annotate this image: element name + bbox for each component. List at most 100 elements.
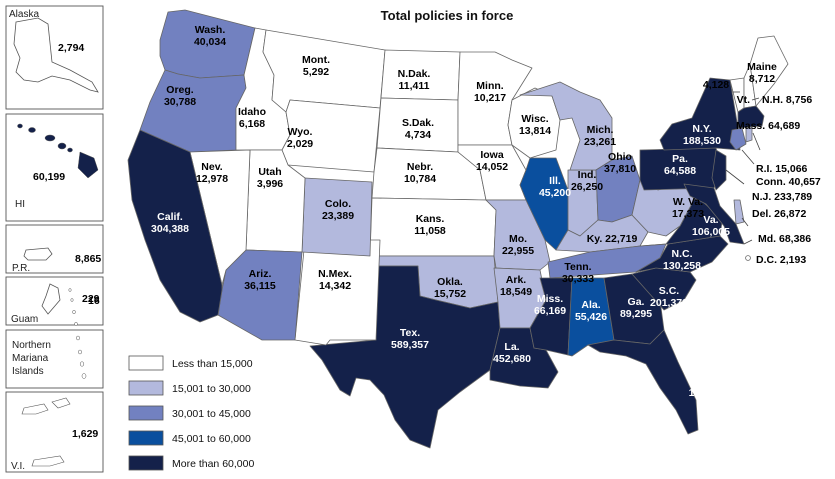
state-name-pa: Pa.: [672, 153, 688, 165]
state-md[interactable]: [683, 183, 745, 245]
legend-label-3: 30,001 to 45,000: [172, 408, 251, 420]
inset-value-virgin-islands: 1,629: [72, 428, 98, 440]
inset-name-mariana-line2: Mariana: [12, 353, 49, 364]
state-name-va: Va.: [703, 214, 718, 226]
state-name-co: Colo.: [325, 198, 351, 210]
state-value-oh: 37,810: [604, 163, 636, 175]
legend-swatch-3: [128, 405, 164, 421]
state-value-il: 45,200: [539, 187, 571, 199]
legend-swatch-5: [128, 455, 164, 471]
state-value-ar: 18,549: [500, 286, 532, 298]
state-name-wy: Wyo.: [288, 126, 313, 138]
state-name-nd: N.Dak.: [398, 68, 431, 80]
inset-shape-virgin-islands[interactable]: [21, 397, 71, 467]
state-ma[interactable]: [737, 105, 765, 129]
inset-value-puerto-rico: 8,865: [75, 253, 101, 265]
state-name-tx: Tex.: [400, 327, 420, 339]
state-de[interactable]: [733, 199, 745, 225]
state-il[interactable]: [519, 157, 569, 251]
inset-value-alaska: 2,794: [58, 42, 84, 54]
legend-swatch-2: [128, 380, 164, 396]
state-label-nh: N.H. 8,756: [762, 94, 812, 106]
state-name-wi: Wisc.: [521, 113, 548, 125]
state-name-sd: S.Dak.: [402, 117, 434, 129]
state-name-nv: Nev.: [201, 161, 222, 173]
legend-swatch-1: [128, 355, 164, 371]
inset-value-hawaii: 60,199: [33, 171, 65, 183]
inset-shape-mariana[interactable]: [68, 288, 87, 379]
state-label-ma: Mass. 64,689: [736, 120, 800, 132]
state-label-ct: Conn. 40,657: [756, 176, 821, 188]
state-name-ut: Utah: [258, 166, 281, 178]
state-value-mt: 5,292: [303, 66, 329, 78]
inset-value-guam: 229: [82, 293, 100, 305]
state-value-nv: 12,978: [196, 173, 228, 185]
state-name-id: Idaho: [238, 106, 266, 118]
state-ny[interactable]: [659, 77, 741, 151]
state-label-nj: N.J. 233,789: [752, 191, 812, 203]
state-value-ne: 10,784: [404, 173, 436, 185]
state-value-mn: 10,217: [474, 92, 506, 104]
state-value-nm: 14,342: [319, 280, 351, 292]
state-name-nc: N.C.: [672, 248, 693, 260]
state-value-id: 6,168: [239, 118, 265, 130]
state-value-sd: 4,734: [405, 129, 431, 141]
legend-label-4: 45,001 to 60,000: [172, 433, 251, 445]
inset-shape-alaska[interactable]: [13, 17, 99, 93]
inset-shape-puerto-rico[interactable]: [23, 247, 53, 261]
state-tx[interactable]: [309, 265, 501, 449]
state-value-mi: 23,261: [584, 136, 616, 148]
state-value-or: 30,788: [164, 96, 196, 108]
state-value-wy: 2,029: [287, 138, 313, 150]
inset-name-hawaii: HI: [15, 199, 25, 210]
state-value-ny: 188,530: [683, 135, 721, 147]
inset-name-mariana-line1: Northern: [12, 340, 51, 351]
state-nj[interactable]: [711, 149, 727, 191]
state-fl[interactable]: [587, 329, 699, 435]
state-name-al: Ala.: [581, 299, 600, 311]
state-name-vt: Vt.: [737, 94, 751, 106]
state-name-sc: S.C.: [659, 285, 680, 297]
inset-shape-guam[interactable]: [41, 283, 61, 315]
state-value-vt: 4,128: [703, 79, 729, 91]
state-nc[interactable]: [635, 235, 729, 273]
inset-shape-hawaii[interactable]: [17, 123, 99, 179]
state-value-la: 452,680: [493, 353, 531, 365]
legend-swatch-4: [128, 430, 164, 446]
state-name-il: Ill.: [549, 175, 561, 187]
legend-label-1: Less than 15,000: [172, 358, 253, 370]
state-value-ia: 14,052: [476, 161, 508, 173]
inset-value-mariana: 16: [88, 295, 100, 307]
state-value-fl: 1,813,592: [689, 387, 736, 399]
state-value-ut: 3,996: [257, 178, 283, 190]
state-name-fl: Fla.: [703, 375, 721, 387]
state-label-md: Md. 68,386: [758, 233, 811, 245]
state-name-mn: Minn.: [476, 80, 503, 92]
state-label-ky: Ky. 22,719: [587, 233, 638, 245]
leader-lines: [725, 91, 761, 245]
state-name-ok: Okla.: [437, 276, 463, 288]
state-tn[interactable]: [547, 243, 667, 279]
state-value-in: 26,250: [571, 181, 603, 193]
state-name-me: Maine: [747, 61, 777, 73]
state-name-la: La.: [504, 341, 519, 353]
state-name-ms: Miss.: [537, 293, 563, 305]
legend-label-5: More than 60,000: [172, 458, 254, 470]
state-dc[interactable]: [745, 255, 751, 261]
state-name-ne: Nebr.: [407, 161, 433, 173]
state-name-az: Ariz.: [249, 268, 272, 280]
state-ct[interactable]: [729, 127, 747, 151]
state-ca[interactable]: [127, 129, 223, 323]
legend-label-2: 15,001 to 30,000: [172, 383, 251, 395]
state-name-wa: Wash.: [195, 24, 226, 36]
state-value-al: 55,426: [575, 311, 607, 323]
state-name-oh: Ohio: [608, 151, 632, 163]
state-name-ca: Calif.: [157, 211, 183, 223]
inset-name-mariana-line3: Islands: [12, 366, 44, 377]
inset-box-puerto-rico: [5, 224, 104, 274]
state-value-wv: 17,373: [672, 208, 704, 220]
state-value-tn: 30,333: [562, 273, 594, 285]
state-value-ga: 89,295: [620, 308, 652, 320]
state-label-dc: D.C. 2,193: [756, 254, 806, 266]
state-ri[interactable]: [745, 127, 753, 143]
